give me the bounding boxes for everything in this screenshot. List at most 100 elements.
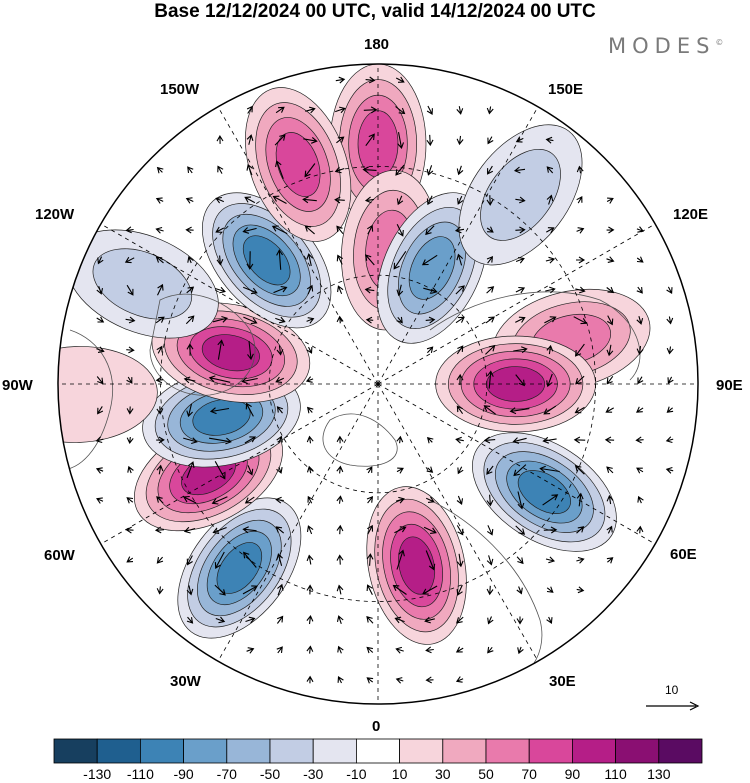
wind-arrow: [456, 373, 464, 386]
wind-arrow: [426, 436, 434, 444]
wind-arrow: [366, 677, 374, 684]
wind-arrow: [456, 253, 464, 266]
wind-arrow: [666, 406, 674, 413]
wind-arrow: [337, 285, 344, 295]
wind-arrow: [606, 525, 613, 534]
anomaly-contour: [58, 346, 158, 443]
wind-arrow: [396, 549, 405, 570]
wind-arrow: [392, 584, 407, 595]
wind-arrow: [636, 286, 643, 294]
wind-arrow: [306, 284, 314, 295]
wind-arrow: [543, 405, 557, 415]
wind-arrow: [576, 556, 585, 564]
wind-arrow: [156, 345, 163, 354]
wind-arrow: [636, 256, 644, 263]
wind-arrow: [457, 195, 464, 205]
wind-arrow: [515, 196, 526, 204]
lon-label-150w: 150W: [160, 81, 200, 98]
wind-arrow: [423, 287, 438, 294]
wind-arrow: [182, 495, 197, 504]
negative-anomaly-center: [177, 497, 302, 639]
wind-arrow: [156, 436, 165, 444]
meridian-line: [217, 383, 379, 662]
wind-arrow: [246, 105, 253, 114]
wind-arrow: [186, 616, 194, 624]
anomaly-contour: [517, 470, 571, 514]
wind-arrow: [425, 225, 435, 236]
meridian-line: [377, 106, 539, 385]
wind-arrow: [127, 465, 134, 474]
wind-arrow: [456, 584, 463, 596]
wind-arrow: [516, 586, 523, 595]
wind-arrow: [337, 645, 344, 654]
wind-arrow: [487, 136, 494, 145]
positive-anomaly-center: [366, 486, 467, 645]
colorbar-swatch: [485, 738, 530, 764]
wind-arrow: [306, 584, 314, 595]
wind-arrow: [97, 256, 104, 265]
colorbar-swatch: [658, 738, 703, 764]
wind-arrow: [242, 286, 258, 295]
wind-arrow: [575, 286, 586, 294]
wind-arrow: [455, 316, 465, 324]
wind-arrow: [245, 616, 256, 624]
wind-arrow: [456, 135, 464, 146]
wind-arrow: [125, 526, 134, 534]
wind-arrow: [277, 583, 284, 596]
wind-arrow: [306, 406, 314, 414]
wind-arrow: [126, 376, 133, 384]
wind-arrow: [576, 586, 585, 594]
graticule: [58, 64, 698, 704]
wind-arrow: [395, 496, 405, 504]
negative-anomaly-center: [66, 229, 219, 339]
wind-arrow: [366, 584, 373, 596]
meridian-line: [100, 383, 379, 545]
wind-arrow: [244, 196, 256, 204]
wind-arrow: [424, 616, 435, 624]
colorbar-tick-label: -110: [126, 766, 154, 782]
lon-label-0: 0: [372, 718, 381, 735]
colorbar-swatch: [269, 738, 314, 764]
positive-anomaly-center: [58, 346, 158, 443]
wind-arrow: [542, 494, 559, 506]
wind-arrow: [209, 407, 230, 415]
colorbar-tick-label: 110: [604, 766, 627, 782]
colorbar-swatch: [355, 738, 400, 764]
brand-copyright-mark: ©: [715, 38, 724, 47]
wind-arrow: [273, 285, 288, 294]
colorbar-swatch: [442, 738, 487, 764]
wind-arrow: [456, 405, 464, 415]
wind-arrow: [396, 223, 404, 237]
wind-arrow: [576, 227, 585, 234]
wind-arrow: [155, 376, 164, 384]
wind-arrow: [187, 256, 194, 264]
wind-arrow: [574, 465, 585, 475]
wind-arrow: [364, 286, 375, 294]
wind-arrow: [186, 461, 195, 479]
coastline-america: [59, 329, 113, 471]
wind-arrow: [303, 136, 318, 144]
anomaly-contour: [201, 334, 260, 372]
brand-name: MODES: [608, 34, 716, 58]
wind-arrow: [546, 373, 553, 388]
wind-arrow: [366, 496, 374, 504]
wind-arrow: [636, 467, 644, 474]
wind-arrow: [245, 402, 254, 417]
lon-label-180: 180: [364, 36, 390, 53]
wind-arrow: [513, 166, 526, 174]
wind-arrow: [605, 406, 614, 413]
wind-arrow: [546, 227, 555, 234]
coastline-canada: [149, 293, 256, 396]
wind-arrow: [156, 556, 164, 564]
wind-arrow: [455, 436, 464, 444]
anomaly-contour: [242, 235, 291, 286]
wind-arrow: [212, 526, 227, 535]
wind-arrow: [395, 76, 405, 83]
wind-arrow: [271, 225, 288, 235]
wind-arrow: [486, 494, 494, 507]
coastline-greenland: [322, 413, 398, 467]
wind-arrow: [276, 615, 284, 624]
wind-arrow: [456, 616, 464, 624]
wind-arrow: [456, 495, 464, 505]
wind-arrow: [96, 497, 104, 504]
